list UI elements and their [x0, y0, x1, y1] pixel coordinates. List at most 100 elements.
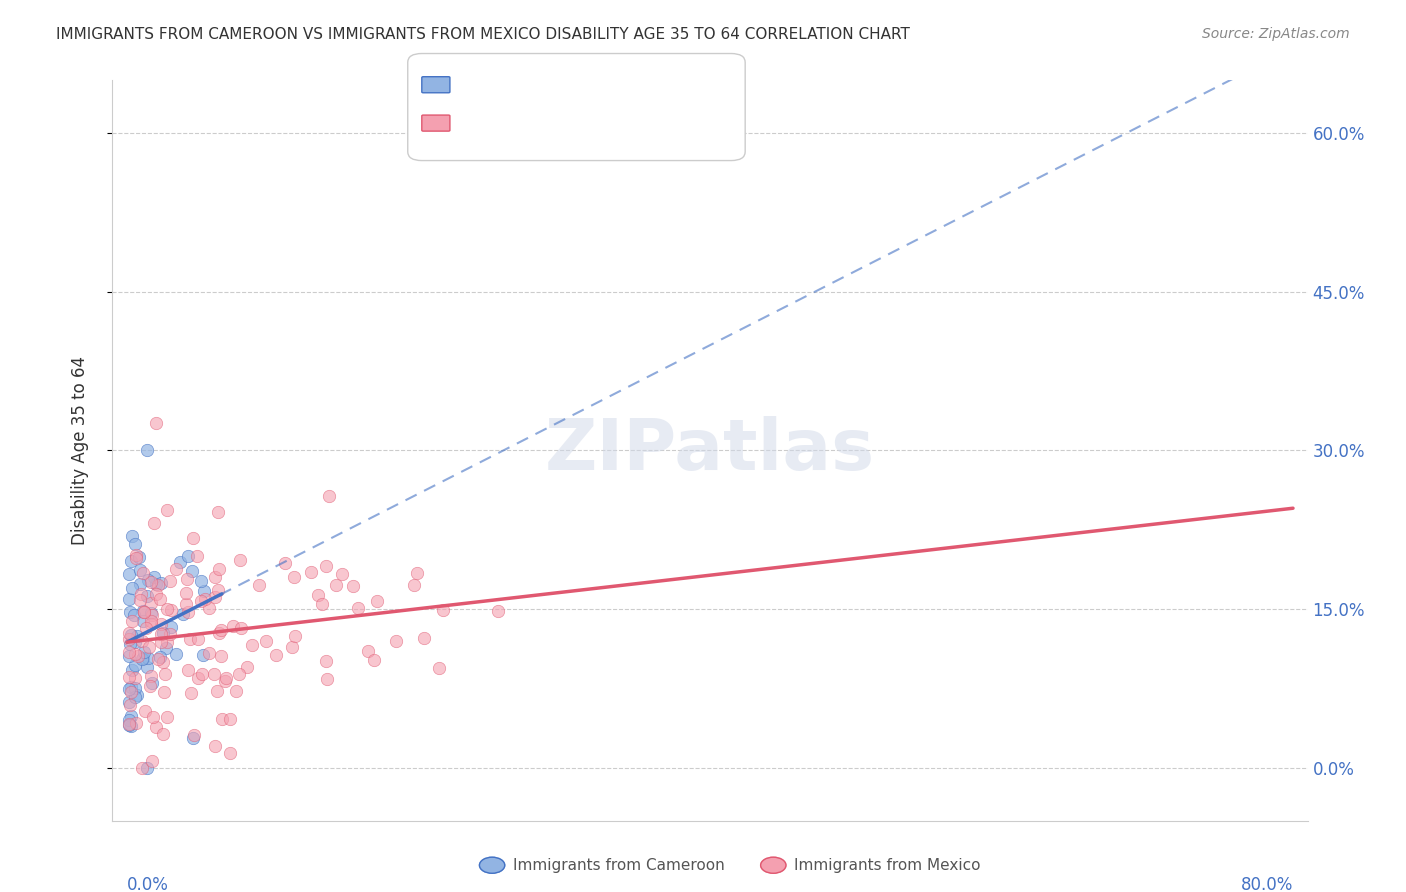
- Point: [316, 672, 339, 686]
- Point: [136, 659, 159, 673]
- Text: IMMIGRANTS FROM CAMEROON VS IMMIGRANTS FROM MEXICO DISABILITY AGE 35 TO 64 CORRE: IMMIGRANTS FROM CAMEROON VS IMMIGRANTS F…: [56, 27, 910, 42]
- Point: [332, 566, 354, 581]
- Point: [283, 570, 305, 584]
- Point: [127, 649, 149, 664]
- Text: 123: 123: [555, 116, 588, 130]
- Point: [141, 676, 163, 690]
- Point: [315, 559, 337, 574]
- Point: [124, 635, 146, 649]
- Point: [214, 673, 236, 688]
- Point: [121, 664, 143, 678]
- Point: [311, 597, 333, 611]
- Point: [148, 578, 170, 592]
- Point: [274, 556, 297, 570]
- Point: [124, 671, 146, 685]
- Point: [198, 601, 221, 615]
- Point: [194, 592, 217, 607]
- Point: [132, 603, 155, 617]
- Point: [135, 621, 157, 635]
- Point: [318, 489, 340, 503]
- Point: [117, 716, 139, 731]
- Point: [156, 503, 179, 517]
- Point: [427, 661, 450, 675]
- Point: [124, 681, 146, 695]
- Point: [152, 656, 174, 670]
- Point: [134, 645, 156, 659]
- Point: [124, 690, 146, 704]
- Y-axis label: Disability Age 35 to 64: Disability Age 35 to 64: [70, 356, 89, 545]
- Point: [342, 579, 364, 593]
- Point: [120, 627, 142, 641]
- Point: [165, 647, 187, 661]
- Point: [432, 603, 454, 617]
- Point: [117, 591, 139, 606]
- Point: [236, 660, 259, 674]
- Point: [120, 709, 142, 723]
- Point: [155, 640, 177, 655]
- Point: [131, 761, 153, 775]
- Point: [117, 632, 139, 646]
- Point: [190, 574, 212, 588]
- Point: [136, 650, 159, 665]
- Point: [136, 589, 159, 603]
- Point: [169, 556, 191, 570]
- Point: [366, 594, 388, 608]
- Point: [131, 652, 153, 666]
- Point: [413, 632, 436, 646]
- Point: [150, 616, 173, 631]
- Point: [208, 562, 231, 576]
- Point: [249, 578, 271, 592]
- Point: [363, 653, 385, 667]
- Point: [284, 629, 307, 643]
- Point: [149, 635, 172, 649]
- Point: [136, 761, 159, 775]
- Point: [357, 644, 380, 658]
- Point: [124, 550, 146, 565]
- Text: 57: 57: [555, 78, 576, 92]
- Point: [129, 563, 152, 577]
- Point: [139, 669, 162, 683]
- Point: [121, 614, 143, 628]
- Point: [149, 650, 172, 665]
- Point: [141, 754, 163, 768]
- Point: [117, 695, 139, 709]
- Point: [205, 684, 228, 698]
- Point: [136, 573, 159, 587]
- Point: [131, 634, 153, 648]
- Point: [211, 713, 233, 727]
- Point: [118, 626, 141, 640]
- Point: [156, 710, 179, 724]
- Point: [229, 622, 252, 636]
- Point: [215, 671, 238, 685]
- Point: [145, 416, 167, 430]
- Point: [150, 627, 173, 641]
- Point: [118, 637, 141, 651]
- Point: [117, 670, 139, 684]
- Point: [159, 574, 181, 588]
- Point: [186, 549, 208, 564]
- Point: [153, 666, 176, 681]
- Point: [118, 718, 141, 732]
- Point: [193, 648, 215, 662]
- Point: [202, 666, 225, 681]
- Point: [187, 671, 209, 685]
- Point: [135, 443, 157, 458]
- Point: [152, 626, 174, 640]
- Point: [174, 597, 197, 611]
- Point: [138, 679, 160, 693]
- Point: [132, 614, 155, 628]
- Point: [177, 605, 200, 619]
- Point: [145, 587, 167, 601]
- Point: [120, 719, 142, 733]
- Point: [209, 623, 232, 637]
- Point: [222, 618, 245, 632]
- Point: [204, 591, 226, 605]
- Point: [254, 634, 277, 648]
- Point: [120, 680, 142, 694]
- Point: [187, 632, 209, 646]
- Point: [264, 648, 287, 663]
- Text: Immigrants from Mexico: Immigrants from Mexico: [794, 858, 981, 872]
- Point: [149, 591, 172, 606]
- Point: [346, 600, 368, 615]
- Text: 80.0%: 80.0%: [1240, 876, 1294, 892]
